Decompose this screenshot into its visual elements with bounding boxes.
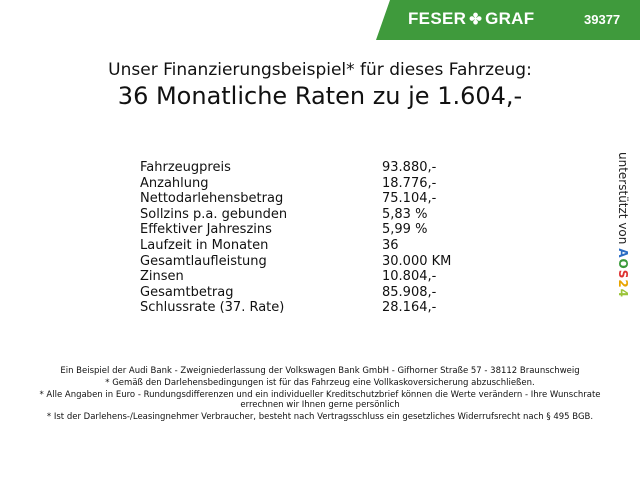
row-label: Gesamtbetrag xyxy=(140,284,234,300)
row-value: 28.164,- xyxy=(382,300,437,316)
aos24-logo: AOS24 xyxy=(616,248,630,299)
footer-bank: Ein Beispiel der Audi Bank - Zweignieder… xyxy=(60,366,580,376)
table-row: Anzahlung 18.776,- xyxy=(140,176,451,192)
row-value: 5,99 % xyxy=(382,222,428,238)
table-row: Effektiver Jahreszins 5,99 % xyxy=(140,222,451,238)
supported-by-text: unterstützt von xyxy=(616,152,630,245)
row-label: Zinsen xyxy=(140,269,184,285)
brand-right: GRAF xyxy=(485,9,535,28)
row-label: Sollzins p.a. gebunden xyxy=(140,206,288,222)
row-label: Gesamtlaufleistung xyxy=(140,253,267,269)
table-row: Laufzeit in Monaten 36 xyxy=(140,238,451,254)
brand-logo: FESER ✤ GRAF xyxy=(408,9,534,29)
table-row: Gesamtlaufleistung 30.000 KM xyxy=(140,254,451,270)
row-value: 36 xyxy=(382,237,399,253)
row-value: 85.908,- xyxy=(382,284,437,300)
row-label: Effektiver Jahreszins xyxy=(140,222,272,238)
clover-icon: ✤ xyxy=(469,11,483,28)
brand-left: FESER xyxy=(408,9,467,28)
footer-note-3: * Ist der Darlehens-/Leasingnehmer Verbr… xyxy=(46,412,594,423)
footer-disclaimer: Ein Beispiel der Audi Bank - Zweignieder… xyxy=(30,366,610,424)
row-label: Schlussrate (37. Rate) xyxy=(140,300,285,316)
table-row: Nettodarlehensbetrag 75.104,- xyxy=(140,191,451,207)
row-label: Nettodarlehensbetrag xyxy=(140,191,284,207)
table-row: Sollzins p.a. gebunden 5,83 % xyxy=(140,207,451,223)
row-value: 5,83 % xyxy=(382,206,428,222)
table-row: Zinsen 10.804,- xyxy=(140,269,451,285)
footer-note-2: * Alle Angaben in Euro - Rundungsdiffere… xyxy=(39,389,601,411)
row-label: Fahrzeugpreis xyxy=(140,160,231,175)
footer-note-1: * Gemäß den Darlehensbedingungen ist für… xyxy=(105,377,535,388)
title-rate: 36 Monatliche Raten zu je 1.604,- xyxy=(117,82,523,110)
finance-table: Fahrzeugpreis 93.880,- Anzahlung 18.776,- Ne… xyxy=(140,160,451,316)
title-line1: Unser Finanzierungsbeispiel* für dieses … xyxy=(108,60,532,80)
row-label: Laufzeit in Monaten xyxy=(140,237,269,253)
table-row: Fahrzeugpreis 93.880,- xyxy=(140,160,451,176)
row-value: 18.776,- xyxy=(382,175,437,191)
supported-by: unterstützt von AOS24 xyxy=(616,152,630,298)
brand-banner xyxy=(376,0,640,40)
row-value: 75.104,- xyxy=(382,191,437,207)
row-label: Anzahlung xyxy=(140,175,209,191)
table-row: Gesamtbetrag 85.908,- xyxy=(140,285,451,301)
row-value: 93.880,- xyxy=(382,160,437,175)
row-value: 30.000 KM xyxy=(382,253,452,269)
dealer-code: 39377 xyxy=(584,12,621,27)
table-row: Schlussrate (37. Rate) 28.164,- xyxy=(140,300,451,316)
row-value: 10.804,- xyxy=(382,269,437,285)
